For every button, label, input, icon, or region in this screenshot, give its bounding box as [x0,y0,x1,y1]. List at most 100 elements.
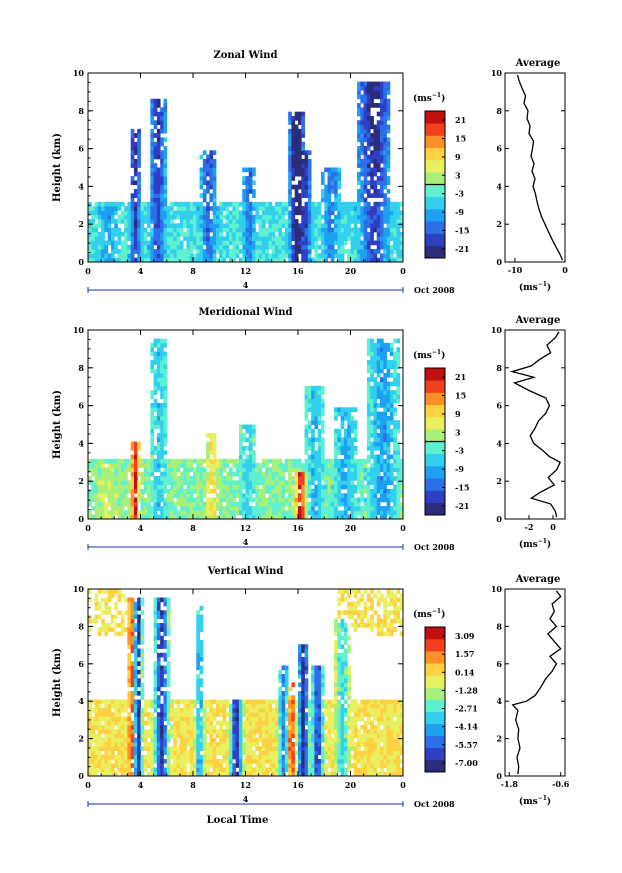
heatmap-cell [271,231,276,237]
heatmap-cell [104,476,109,481]
heatmap-cell [202,484,207,490]
heatmap-cell [219,733,223,739]
heatmap-cell [176,729,181,734]
heatmap-cell [235,253,240,259]
heatmap-cell [130,771,135,777]
heatmap-cell [88,763,92,768]
heatmap-cell [153,257,158,263]
heatmap-cell [127,219,132,224]
heatmap-cell [143,476,148,481]
heatmap-cell [215,514,220,520]
heatmap-cell [252,484,256,490]
heatmap-cell [314,407,319,413]
heatmap-cell [307,471,312,477]
heatmap-cell [199,201,204,207]
heatmap-cell [163,351,168,357]
heatmap-cell [265,236,269,241]
heatmap-cell [383,480,387,486]
heatmap-cell [202,467,207,473]
heatmap-cell [343,514,348,520]
heatmap-cell [166,480,171,486]
heatmap-cell [127,635,132,641]
heatmap-cell [130,454,135,460]
heatmap-cell [189,463,194,468]
heatmap-cell [130,750,135,756]
heatmap-cell [133,454,138,460]
heatmap-cell [160,223,164,229]
heatmap-cell [340,257,345,263]
heatmap-cell [327,458,332,464]
heatmap-cell [130,610,135,615]
heatmap-cell [150,240,155,246]
heatmap-cell [173,253,177,259]
heatmap-cell [357,510,361,516]
heatmap-cell [133,635,138,641]
heatmap-cell [160,403,164,408]
heatmap-cell [127,691,132,696]
colorbar-swatch [425,441,445,455]
heatmap-cell [288,480,292,486]
heatmap-cell [147,231,151,237]
heatmap-cell [160,240,164,246]
heatmap-cell [396,231,401,237]
heatmap-cell [380,115,384,121]
heatmap-cell [156,750,161,756]
heatmap-cell [150,206,155,211]
heatmap-cell [206,257,210,263]
heatmap-cell [199,488,204,494]
heatmap-cell [389,407,394,413]
heatmap-cell [97,480,102,486]
heatmap-cell [386,107,391,113]
heatmap-cell [314,244,319,250]
heatmap-cell [91,240,95,246]
heatmap-cell [340,411,345,417]
heatmap-cell [235,759,240,764]
heatmap-cell [340,458,345,464]
heatmap-cell [307,424,312,430]
heatmap-cell [107,593,112,598]
heatmap-cell [383,415,387,421]
heatmap-cell [370,115,374,121]
heatmap-cell [229,725,233,730]
heatmap-cell [248,253,253,259]
heatmap-cell [235,699,240,705]
heatmap-cell [291,167,296,173]
heatmap-cell [271,497,276,503]
heatmap-cell [386,236,391,241]
heatmap-cell [166,214,171,220]
heatmap-cell [383,171,387,177]
profile-line [509,331,562,518]
heatmap-cell [166,227,171,233]
heatmap-cell [206,227,210,233]
heatmap-cell [114,746,118,751]
heatmap-cell [127,623,132,628]
heatmap-cell [206,201,210,207]
heatmap-cell [91,244,95,250]
heatmap-cell [88,458,92,464]
heatmap-cell [383,98,387,104]
heatmap-cell [235,480,240,486]
heatmap-cell [153,484,158,490]
heatmap-cell [160,372,164,378]
heatmap-cell [363,163,368,168]
heatmap-cell [186,506,191,511]
heatmap-cell [252,223,256,229]
heatmap-cell [199,514,204,520]
heatmap-cell [130,441,135,447]
heatmap-cell [160,510,164,516]
heatmap-cell [88,244,92,250]
heatmap-cell [304,236,309,241]
heatmap-cell [327,244,332,250]
heatmap-cell [104,488,109,494]
heatmap-cell [383,103,387,108]
heatmap-cell [183,716,187,722]
heatmap-cell [166,236,171,241]
heatmap-cell [281,501,286,507]
heatmap-cell [399,506,404,511]
heatmap-cell [232,488,237,494]
heatmap-cell [140,201,145,207]
x-tick-label: 16 [292,266,304,276]
heatmap-cell [311,514,315,520]
heatmap-cell [107,597,112,603]
heatmap-cell [324,214,328,220]
